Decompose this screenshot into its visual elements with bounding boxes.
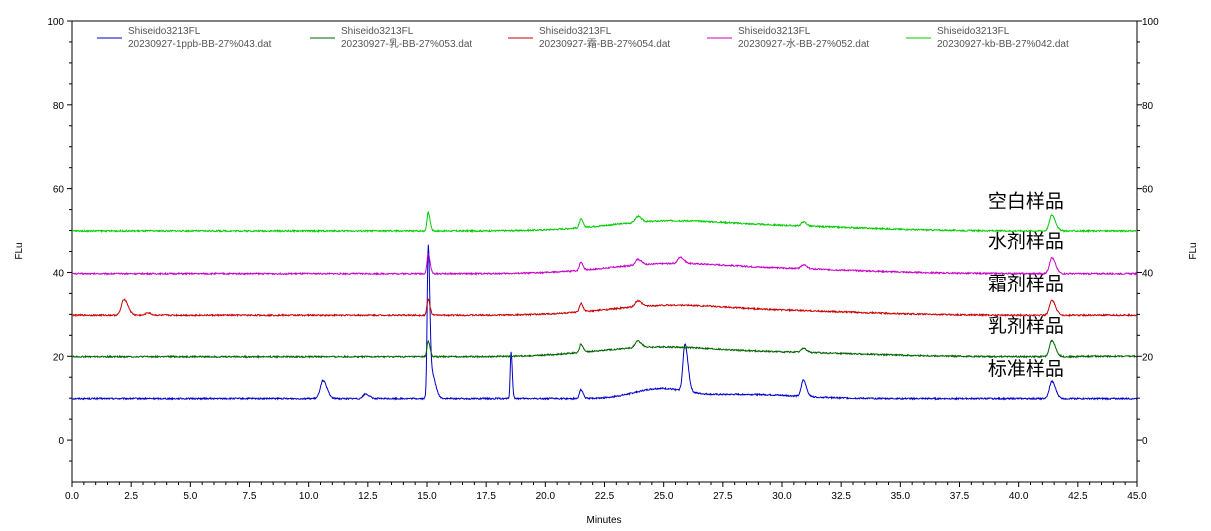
plot-frame [71, 20, 1138, 483]
y-tick-label-right: 80 [1142, 101, 1154, 112]
x-tick-label: 45.0 [1127, 491, 1147, 502]
y-tick-label-right: 0 [1142, 436, 1148, 447]
y-axis-title-right: FLu [1188, 242, 1199, 259]
x-tick-label: 0.0 [65, 491, 79, 502]
x-tick-label: 37.5 [950, 491, 970, 502]
x-tick-label: 12.5 [358, 491, 378, 502]
legend: Shiseido3213FL 20230927-1ppb-BB-27%043.da… [97, 26, 1069, 50]
y-tick-label-left: 0 [58, 436, 64, 447]
x-tick-label: 40.0 [1009, 491, 1029, 502]
x-tick-label: 35.0 [891, 491, 911, 502]
x-tick-label: 20.0 [536, 491, 556, 502]
x-tick-label: 32.5 [831, 491, 851, 502]
annotation-label: 霜剂样品 [988, 273, 1064, 295]
legend-label: 20230927-乳-BB-27%053.dat [341, 37, 472, 50]
legend-label: Shiseido3213FL [341, 26, 414, 37]
x-tick-label: 17.5 [476, 491, 496, 502]
y-tick-label-left: 80 [53, 101, 65, 112]
y-axis: 0 0 20 20 40 40 60 60 80 80 100 100 [47, 17, 1159, 462]
legend-label: 20230927-水-BB-27%052.dat [738, 38, 869, 50]
y-tick-label-left: 20 [53, 352, 65, 363]
x-tick-label: 42.5 [1068, 491, 1088, 502]
x-tick-label: 5.0 [183, 491, 197, 502]
series-layer [71, 210, 1138, 401]
x-axis-title: Minutes [586, 515, 621, 526]
legend-label: Shiseido3213FL [738, 26, 811, 37]
x-axis: 0.0 2.5 5.0 7.5 10.0 12.5 15.0 17.5 20.0 22.5 25.0… [65, 482, 1147, 502]
x-tick-label: 27.5 [713, 491, 733, 502]
annotation-label: 标准样品 [988, 358, 1064, 380]
y-tick-label-right: 40 [1142, 268, 1154, 279]
annotation-label: 空白样品 [988, 190, 1064, 212]
legend-label: Shiseido3213FL [128, 26, 201, 37]
y-tick-label-right: 60 [1142, 185, 1154, 196]
x-tick-label: 22.5 [595, 491, 615, 502]
annotation-label: 水剂样品 [988, 230, 1064, 252]
legend-label: Shiseido3213FL [937, 26, 1010, 37]
series-line-3 [71, 297, 1138, 318]
y-tick-label-left: 60 [53, 185, 65, 196]
legend-label: 20230927-1ppb-BB-27%043.dat [128, 39, 272, 50]
x-tick-label: 10.0 [299, 491, 319, 502]
x-tick-label: 15.0 [417, 491, 437, 502]
y-tick-label-left: 100 [47, 17, 64, 28]
y-tick-label-right: 100 [1142, 17, 1159, 28]
series-line-4 [71, 253, 1138, 276]
legend-label: 20230927-霜-BB-27%054.dat [539, 38, 670, 50]
annotation-label: 乳剂样品 [988, 315, 1064, 337]
x-tick-label: 2.5 [124, 491, 138, 502]
y-tick-label-left: 40 [53, 268, 65, 279]
legend-label: 20230927-kb-BB-27%042.dat [937, 39, 1069, 50]
series-line-5 [71, 210, 1138, 234]
x-tick-label: 25.0 [654, 491, 674, 502]
legend-label: Shiseido3213FL [539, 26, 612, 37]
series-line-2 [71, 339, 1138, 359]
y-tick-label-right: 20 [1142, 352, 1154, 363]
series-line-1 [71, 244, 1138, 401]
x-tick-label: 30.0 [772, 491, 792, 502]
y-axis-title-left: FLu [14, 242, 25, 259]
x-tick-label: 7.5 [243, 491, 257, 502]
